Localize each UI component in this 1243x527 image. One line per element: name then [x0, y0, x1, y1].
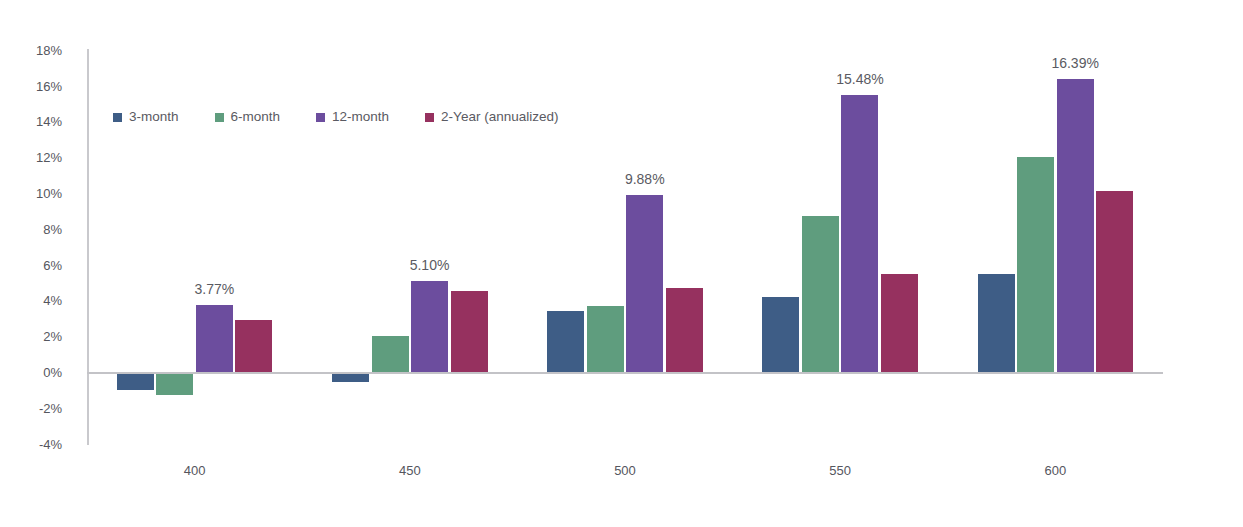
y-tick-label: 16%: [0, 79, 62, 95]
bar-6-month-400: [156, 374, 193, 395]
legend-label: 6-month: [231, 109, 281, 125]
bar-3-month-500: [547, 311, 584, 372]
bar-2-year-annualized-600: [1096, 191, 1133, 372]
bar-2-year-annualized-400: [235, 320, 272, 372]
bar-6-month-550: [802, 216, 839, 372]
x-tick-label-550: 550: [800, 463, 880, 479]
legend-swatch-icon: [113, 113, 122, 122]
legend-label: 12-month: [332, 109, 389, 125]
x-tick-label-450: 450: [370, 463, 450, 479]
bar-chart: 18% 16% 14% 12% 10% 8% 6% 4% 2% 0% -2% -4% 3.77% 5.1…: [0, 0, 1243, 527]
y-tick-label: 0%: [0, 365, 62, 381]
y-axis-line: [87, 49, 89, 445]
data-label-12-month-500: 9.88%: [625, 171, 665, 188]
y-tick-label: 8%: [0, 222, 62, 238]
y-tick-label: 12%: [0, 150, 62, 166]
bar-6-month-600: [1017, 157, 1054, 372]
legend-label: 3-month: [129, 109, 179, 125]
x-tick-label-400: 400: [155, 463, 235, 479]
bar-2-year-annualized-500: [666, 288, 703, 372]
y-tick-label: 10%: [0, 186, 62, 202]
legend-item-12-month: 12-month: [316, 109, 389, 125]
bar-6-month-450: [372, 336, 409, 372]
bar-12-month-550: [841, 95, 878, 372]
y-tick-label: -2%: [0, 401, 62, 417]
x-tick-label-500: 500: [585, 463, 665, 479]
bar-3-month-600: [978, 274, 1015, 372]
chart-legend: 3-month 6-month 12-month 2-Year (annualized…: [113, 109, 558, 125]
y-tick-label: 18%: [0, 43, 62, 59]
bar-2-year-annualized-550: [881, 274, 918, 372]
bar-3-month-550: [762, 297, 799, 372]
bar-12-month-400: [196, 305, 233, 372]
y-tick-label: 2%: [0, 329, 62, 345]
y-tick-label: 14%: [0, 114, 62, 130]
x-tick-label-600: 600: [1015, 463, 1095, 479]
zero-baseline: [87, 372, 1163, 374]
legend-item-3-month: 3-month: [113, 109, 179, 125]
legend-item-6-month: 6-month: [215, 109, 281, 125]
bar-3-month-400: [117, 374, 154, 390]
legend-item-2-year-annualized: 2-Year (annualized): [425, 109, 558, 125]
bar-12-month-500: [626, 195, 663, 372]
legend-label: 2-Year (annualized): [441, 109, 558, 125]
bar-2-year-annualized-450: [451, 291, 488, 372]
legend-swatch-icon: [425, 113, 434, 122]
data-label-12-month-400: 3.77%: [194, 281, 234, 298]
legend-swatch-icon: [215, 113, 224, 122]
data-label-12-month-450: 5.10%: [410, 257, 450, 274]
bar-12-month-600: [1057, 79, 1094, 372]
legend-swatch-icon: [316, 113, 325, 122]
y-tick-label: 6%: [0, 258, 62, 274]
data-label-12-month-550: 15.48%: [836, 71, 883, 88]
bar-3-month-450: [332, 374, 369, 383]
bar-12-month-450: [411, 281, 448, 372]
bar-6-month-500: [587, 306, 624, 372]
data-label-12-month-600: 16.39%: [1051, 55, 1098, 72]
y-tick-label: 4%: [0, 293, 62, 309]
y-tick-label: -4%: [0, 437, 62, 453]
